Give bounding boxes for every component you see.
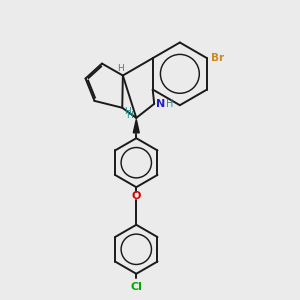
Polygon shape	[133, 119, 139, 133]
Text: H: H	[117, 64, 124, 74]
Text: H: H	[126, 111, 133, 120]
Text: Cl: Cl	[130, 282, 142, 292]
Text: H: H	[124, 107, 131, 116]
Text: Br: Br	[211, 52, 224, 63]
Text: O: O	[132, 190, 141, 200]
Text: N: N	[156, 100, 166, 110]
Text: H: H	[166, 100, 173, 110]
